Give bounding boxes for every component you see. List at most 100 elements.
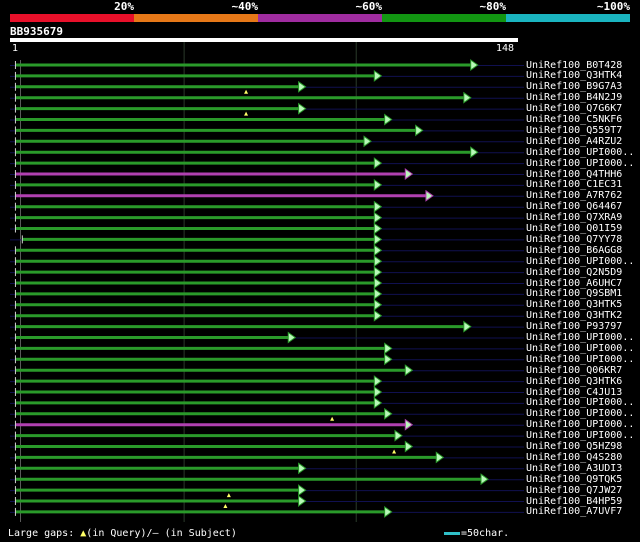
hit-label[interactable]: UniRef100_P93797 xyxy=(526,321,623,333)
hit-label[interactable]: UniRef100_UPI000.. xyxy=(526,146,635,158)
hit-label[interactable]: UniRef100_Q7JW27 xyxy=(526,484,623,496)
hit-end-arrow-icon xyxy=(373,298,383,311)
hit-end-arrow-icon xyxy=(404,440,414,453)
hit-end-arrow-icon xyxy=(373,69,383,82)
query-end-label: 148 xyxy=(496,43,515,54)
hit-end-arrow-icon xyxy=(373,244,383,257)
hit-label[interactable]: UniRef100_Q7G6K7 xyxy=(526,103,623,115)
hit-label[interactable]: UniRef100_UPI000.. xyxy=(526,157,635,169)
hit-end-arrow-icon xyxy=(298,495,307,507)
hit-end-arrow-icon xyxy=(384,353,393,366)
hit-label[interactable]: UniRef100_Q3HTK4 xyxy=(526,70,623,82)
hit-label[interactable]: UniRef100_A7UVF7 xyxy=(526,506,623,518)
hit-label[interactable]: UniRef100_Q3HTK6 xyxy=(526,375,623,387)
hit-label[interactable]: UniRef100_B0T428 xyxy=(526,59,623,71)
hit-label[interactable]: UniRef100_A6UHC7 xyxy=(526,277,623,289)
hit-end-arrow-icon xyxy=(373,222,383,235)
scale-label: ~60% xyxy=(355,0,383,13)
hit-end-arrow-icon xyxy=(363,135,372,148)
hit-end-arrow-icon xyxy=(470,146,479,159)
hit-label[interactable]: UniRef100_Q3HTK2 xyxy=(526,310,623,322)
hit-label[interactable]: UniRef100_C1EC31 xyxy=(526,179,623,191)
identity-color-segment xyxy=(506,14,630,22)
hit-label[interactable]: UniRef100_Q64467 xyxy=(526,201,623,213)
hit-label[interactable]: UniRef100_Q7YY78 xyxy=(526,233,623,245)
hit-label[interactable]: UniRef100_A7R762 xyxy=(526,190,623,202)
hit-label[interactable]: UniRef100_C4JU13 xyxy=(526,386,623,398)
scale-label: ~40% xyxy=(231,0,259,13)
identity-color-segment xyxy=(10,14,134,22)
hit-label[interactable]: UniRef100_Q7XRA9 xyxy=(526,212,623,224)
hit-label[interactable]: UniRef100_Q2N5D9 xyxy=(526,266,623,278)
hit-end-arrow-icon xyxy=(404,364,414,377)
hit-label[interactable]: UniRef100_A4RZU2 xyxy=(526,135,623,147)
hit-end-arrow-icon xyxy=(373,386,383,398)
hit-label[interactable]: UniRef100_Q9TQK5 xyxy=(526,473,623,485)
hit-end-arrow-icon xyxy=(373,157,383,170)
hit-label[interactable]: UniRef100_Q9SBM1 xyxy=(526,288,623,300)
hit-label[interactable]: UniRef100_UPI000.. xyxy=(526,342,635,354)
identity-color-segment xyxy=(382,14,506,22)
hit-label[interactable]: UniRef100_Q4THH6 xyxy=(526,168,623,180)
scale-label: 20% xyxy=(114,0,134,13)
legend-subject-text: (in Subject) xyxy=(164,528,237,539)
identity-color-segment xyxy=(134,14,258,22)
hit-label[interactable]: UniRef100_A3UDI3 xyxy=(526,462,623,474)
hit-label[interactable]: UniRef100_C5NKF6 xyxy=(526,114,623,125)
hit-label[interactable]: UniRef100_UPI000.. xyxy=(526,397,635,409)
hit-end-arrow-icon xyxy=(373,396,383,409)
hit-label[interactable]: UniRef100_Q5HZ98 xyxy=(526,441,623,452)
hit-label[interactable]: UniRef100_B4N2J9 xyxy=(526,92,623,104)
hit-label[interactable]: UniRef100_Q06KR7 xyxy=(526,364,623,376)
scale-label: ~80% xyxy=(479,0,507,13)
hit-label[interactable]: UniRef100_UPI000.. xyxy=(526,332,635,343)
hit-end-arrow-icon xyxy=(480,473,489,486)
hit-end-arrow-icon xyxy=(298,80,307,93)
hit-end-arrow-icon xyxy=(384,407,393,420)
hit-end-arrow-icon xyxy=(470,59,479,71)
hit-label[interactable]: UniRef100_UPI000.. xyxy=(526,255,635,267)
legend-prefix: Large gaps: xyxy=(8,528,75,539)
hit-end-arrow-icon xyxy=(287,331,297,344)
query-gap-marker-icon xyxy=(226,493,231,498)
hit-label[interactable]: UniRef100_UPI000.. xyxy=(526,430,635,442)
hit-end-arrow-icon xyxy=(298,102,307,115)
hit-label[interactable]: UniRef100_UPI000.. xyxy=(526,419,635,431)
hit-end-arrow-icon xyxy=(373,266,383,279)
hit-end-arrow-icon xyxy=(463,91,472,104)
hit-end-arrow-icon xyxy=(425,189,434,202)
hit-label[interactable]: UniRef100_B9G7A3 xyxy=(526,81,623,93)
query-gap-marker-icon: ▲ xyxy=(80,528,87,539)
hit-end-arrow-icon xyxy=(415,124,424,137)
hit-label[interactable]: UniRef100_B4HP59 xyxy=(526,495,623,507)
query-gap-marker-icon xyxy=(223,504,228,508)
hit-end-arrow-icon xyxy=(373,309,383,322)
legend-query-text: (in Query)/ xyxy=(86,528,153,539)
hit-end-arrow-icon xyxy=(298,462,307,475)
query-bar xyxy=(10,38,518,42)
hit-end-arrow-icon xyxy=(404,418,414,431)
identity-scale-labels: 20% ~40% ~60% ~80% ~100% xyxy=(0,0,640,14)
scale-key-text: =50char. xyxy=(461,528,510,539)
hit-end-arrow-icon xyxy=(384,342,393,355)
query-start-label: 1 xyxy=(12,43,19,54)
hit-end-arrow-icon xyxy=(373,287,383,300)
query-id: BB935679 xyxy=(10,25,63,38)
hit-label[interactable]: UniRef100_UPI000.. xyxy=(526,408,635,420)
hit-label[interactable]: UniRef100_B6AGG8 xyxy=(526,244,623,256)
identity-color-segment xyxy=(258,14,382,22)
hit-end-arrow-icon xyxy=(373,178,383,191)
scale-key: =50char. xyxy=(444,528,509,540)
hit-end-arrow-icon xyxy=(373,200,383,213)
hit-end-arrow-icon xyxy=(373,211,383,224)
hit-end-arrow-icon xyxy=(394,429,403,442)
scale-swatch-icon xyxy=(444,531,460,535)
hit-end-arrow-icon xyxy=(373,277,383,289)
hit-label[interactable]: UniRef100_Q3HTK5 xyxy=(526,299,623,311)
hit-label[interactable]: UniRef100_Q4S280 xyxy=(526,451,623,463)
hit-label[interactable]: UniRef100_Q01I59 xyxy=(526,223,623,234)
hit-end-arrow-icon xyxy=(373,375,383,388)
hit-label[interactable]: UniRef100_UPI000.. xyxy=(526,353,635,365)
hit-label[interactable]: UniRef100_Q559T7 xyxy=(526,124,623,136)
